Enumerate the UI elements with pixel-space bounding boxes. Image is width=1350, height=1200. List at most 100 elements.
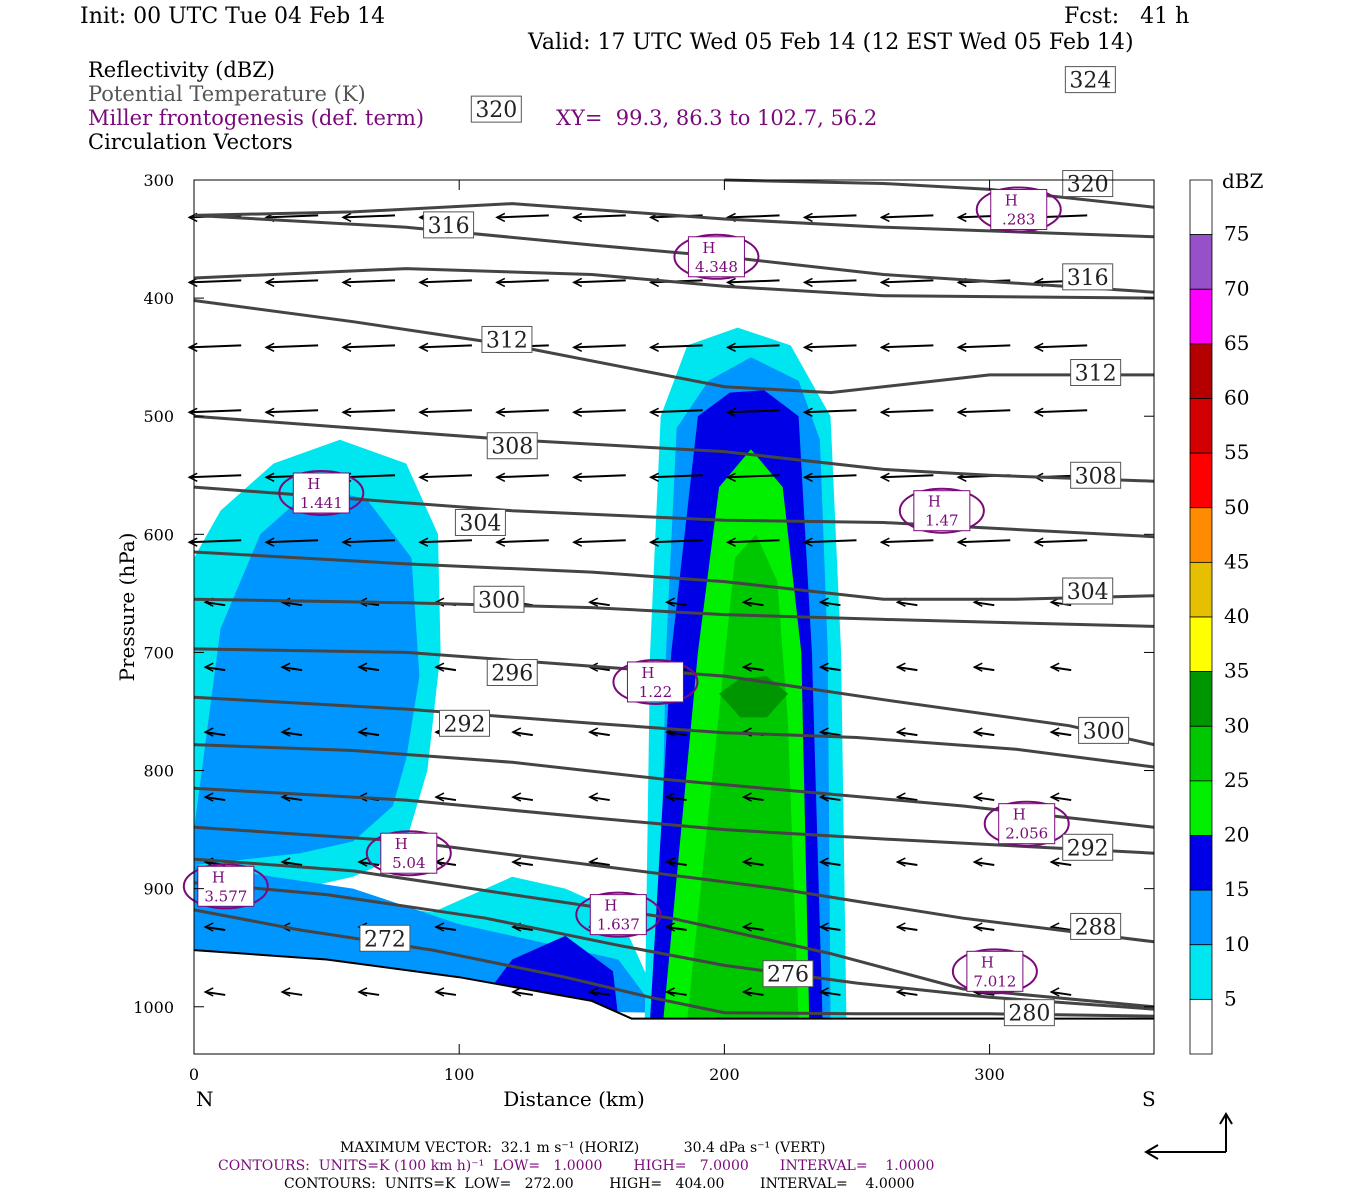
vector-head: [264, 537, 275, 547]
vector-head: [264, 472, 275, 482]
frontogenesis-label-box: [626, 661, 684, 703]
vector-shaft: [281, 666, 303, 672]
colorbar-label: 5: [1224, 986, 1237, 1010]
vector-head: [895, 857, 906, 867]
vector-shaft: [897, 861, 918, 867]
vector-shaft: [589, 861, 610, 867]
vector-shaft: [897, 731, 918, 737]
vector-head: [972, 727, 983, 737]
colorbar-label: 45: [1224, 549, 1249, 573]
vector-shaft: [958, 409, 1011, 414]
theta-contour-292: [193, 743, 1155, 829]
vector-head: [418, 407, 429, 417]
vector-shaft: [189, 279, 242, 284]
vector-shaft: [589, 731, 610, 737]
frontogenesis-h: H: [1013, 806, 1026, 824]
vector-head: [879, 407, 890, 417]
vector-shaft: [266, 409, 319, 414]
vector-head: [1049, 987, 1060, 997]
vector-head: [818, 857, 829, 867]
vector-shaft: [1035, 344, 1088, 349]
vector-shaft: [804, 344, 857, 349]
colorbar-swatch: [1189, 452, 1213, 509]
theta-label: 296: [491, 662, 533, 687]
vector-shaft: [205, 925, 226, 931]
vector-shaft: [205, 601, 226, 607]
forecast-hour: Fcst: 41 h: [1064, 4, 1190, 29]
colorbar: 5 10 15 20 25 30 35 40 45 50 55 60 65 70 75 dBZ: [1189, 169, 1264, 1055]
vector-shaft: [205, 796, 226, 802]
theta-label-box: [1062, 833, 1114, 861]
colorbar-swatch: [1189, 288, 1213, 345]
theta-label: 312: [1075, 362, 1117, 387]
vector-head: [1033, 342, 1044, 353]
vector-head: [664, 597, 675, 607]
x-tick-label: 200: [709, 1065, 740, 1084]
vector-shaft: [512, 731, 533, 737]
vector-head: [511, 792, 522, 802]
vector-shaft: [496, 474, 549, 479]
vector-head: [741, 987, 752, 997]
theta-label: 308: [491, 435, 533, 460]
vector-head: [895, 922, 906, 932]
theta-label-box: [481, 325, 533, 353]
colorbar-label: 35: [1224, 659, 1249, 683]
vector-shaft: [573, 474, 626, 479]
vector-head: [956, 342, 967, 353]
colorbar-swatch: [1189, 343, 1213, 399]
vector-shaft: [897, 990, 918, 996]
frontogenesis-h: H: [212, 868, 225, 886]
vector-shaft: [650, 539, 703, 544]
vector-head: [741, 792, 752, 802]
vector-head: [572, 537, 583, 547]
vector-shaft: [650, 474, 703, 479]
vector-shaft: [958, 344, 1011, 349]
vector-shaft: [804, 409, 857, 414]
y-tick-label: 700: [143, 643, 174, 662]
vector-shaft: [804, 279, 857, 284]
theta-contour-292: [193, 786, 1155, 855]
vector-shaft: [189, 409, 242, 414]
vector-head: [341, 407, 352, 417]
vector-shaft: [958, 539, 1011, 544]
vector-shaft: [820, 731, 841, 737]
vector-head: [264, 342, 275, 353]
vector-shaft: [881, 409, 934, 414]
vector-head: [725, 277, 736, 288]
vector-head: [879, 277, 890, 288]
theta-label-box: [473, 585, 525, 613]
x-axis-label: Distance (km): [503, 1087, 645, 1111]
vector-head: [341, 342, 352, 353]
vector-shaft: [419, 539, 472, 544]
theta-contour-320: [193, 299, 1154, 395]
vector-head: [895, 727, 906, 737]
vector-shaft: [974, 601, 995, 607]
vector-head: [1033, 407, 1044, 417]
vector-shaft: [573, 539, 626, 544]
theta-contour-296: [193, 695, 1155, 769]
theta-label-box: [1003, 999, 1055, 1027]
frontogenesis-h: H: [928, 493, 941, 511]
theta-label-box: [438, 709, 490, 737]
vector-shaft: [1035, 539, 1088, 544]
frontogenesis-value: 4.348: [695, 258, 738, 276]
vector-shaft: [435, 796, 457, 802]
frontogenesis-value: 1.22: [639, 683, 672, 701]
vector-shaft: [666, 731, 687, 737]
ref-vertical-arrow: [1219, 1112, 1233, 1152]
vector-shaft: [281, 796, 303, 802]
frontogenesis-value: 5.04: [392, 854, 425, 872]
frontogenesis-label-box: [197, 865, 255, 907]
vector-shaft: [281, 861, 303, 867]
vector-head: [434, 987, 445, 997]
frontogenesis-label-box: [687, 236, 745, 278]
theta-label: 320: [475, 98, 517, 123]
vector-head: [972, 792, 983, 802]
vector-shaft: [974, 861, 995, 867]
colorbar-swatch: [1189, 234, 1213, 290]
colorbar-label: 10: [1224, 932, 1249, 956]
vector-head: [818, 662, 829, 672]
theta-label-box: [486, 659, 538, 687]
legend-xy: XY= 99.3, 86.3 to 102.7, 56.2: [556, 106, 878, 130]
vector-shaft: [496, 409, 549, 414]
